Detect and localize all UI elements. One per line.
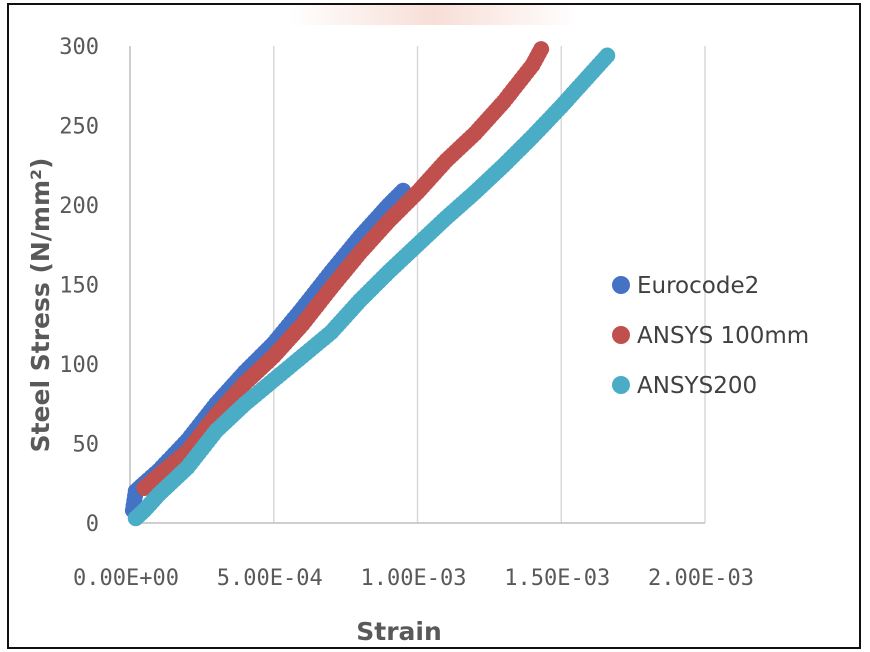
legend: Eurocode2 ANSYS 100mm ANSYS200 [612, 273, 809, 399]
x-tick-labels: 0.00E+00 5.00E-04 1.00E-03 1.50E-03 2.00E-03 [73, 566, 754, 591]
x-tick-label: 1.00E-03 [361, 566, 467, 591]
grid-lines [273, 46, 706, 523]
x-tick-label: 5.00E-04 [217, 566, 323, 591]
data-point [599, 47, 616, 64]
y-tick-label: 100 [59, 353, 99, 378]
legend-label: ANSYS 100mm [637, 323, 809, 349]
series-layer [124, 41, 616, 527]
y-tick-label: 0 [86, 512, 99, 537]
x-tick-label: 0.00E+00 [73, 566, 179, 591]
watermark-band [289, 5, 579, 25]
legend-marker [612, 376, 630, 394]
y-tick-label: 300 [59, 35, 99, 60]
x-tick-label: 1.50E-03 [504, 566, 610, 591]
scatter-chart: 0 50 100 150 200 250 300 0.00E+00 5.00E-04 1.00E… [26, 35, 809, 646]
y-tick-label: 50 [73, 433, 100, 458]
series-1 [136, 41, 550, 497]
y-tick-labels: 0 50 100 150 200 250 300 [59, 35, 99, 537]
legend-marker [612, 326, 630, 344]
y-axis-title: Steel Stress (N/mm²) [26, 158, 55, 453]
data-point [533, 41, 550, 58]
x-tick-label: 2.00E-03 [648, 566, 754, 591]
legend-label: Eurocode2 [637, 273, 759, 299]
legend-marker [612, 276, 630, 294]
y-tick-label: 200 [59, 194, 99, 219]
x-axis-title: Strain [356, 617, 442, 646]
series-2 [127, 47, 616, 527]
y-tick-label: 250 [59, 115, 99, 140]
chart-frame: 0 50 100 150 200 250 300 0.00E+00 5.00E-04 1.00E… [7, 3, 861, 649]
legend-label: ANSYS200 [637, 373, 757, 399]
axes [129, 46, 705, 524]
y-tick-label: 150 [59, 274, 99, 299]
